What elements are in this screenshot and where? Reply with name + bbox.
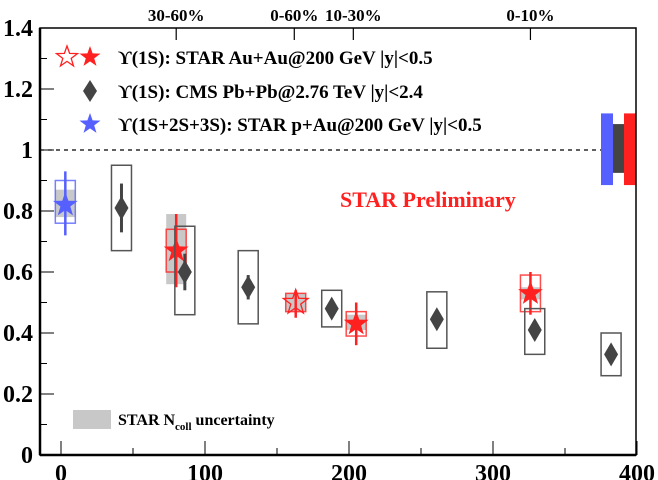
y-tick-label: 0 (21, 443, 33, 469)
legend-label-star-pau: ϒ(1S+2S+3S): STAR p+Au@200 GeV |y|<0.5 (118, 115, 482, 136)
ncoll-legend: STAR Ncoll uncertainty (73, 410, 275, 433)
legend-blue-star-icon (79, 113, 101, 133)
x-tick-label: 0 (55, 461, 67, 480)
global-uncertainty-band (601, 113, 613, 186)
y-tick-label: 0.8 (3, 199, 33, 225)
systematic-uncertainty-box (174, 225, 196, 316)
data-point-diamond (527, 317, 542, 342)
x-tick-label: 400 (619, 461, 655, 480)
data-point-diamond (177, 260, 192, 284)
y-tick-label: 0.6 (3, 260, 33, 286)
y-tick-label: 1.4 (3, 16, 33, 42)
x-tick-label: 200 (331, 461, 367, 480)
centrality-label: 30-60% (148, 6, 205, 25)
legend-open-star-icon (54, 44, 80, 68)
data-point-star (163, 237, 189, 262)
y-tick-label: 0.2 (3, 382, 33, 408)
x-tick-label: 300 (475, 461, 511, 480)
y-tick-label: 1 (21, 138, 33, 164)
legend-label-star-auau: ϒ(1S): STAR Au+Au@200 GeV |y|<0.5 (118, 48, 433, 69)
data-point-diamond (324, 296, 339, 321)
systematic-uncertainty-box (110, 164, 133, 252)
centrality-label: 10-30% (325, 6, 382, 25)
systematic-uncertainty-box (524, 307, 546, 356)
ncoll-legend-swatch (73, 410, 111, 429)
data-point-open-star (281, 287, 310, 315)
legend-label-cms-pbpb: ϒ(1S): CMS Pb+Pb@2.76 TeV |y|<2.4 (118, 82, 423, 103)
legend: ϒ(1S): STAR Au+Au@200 GeV |y|<0.5 ϒ(1S):… (54, 44, 482, 136)
legend-star-icon (79, 46, 101, 66)
data-point-diamond (114, 195, 129, 220)
legend-diamond-icon (83, 80, 97, 102)
global-uncertainty-band (624, 113, 636, 186)
x-tick-label: 100 (187, 461, 223, 480)
centrality-label: 0-10% (506, 6, 554, 25)
systematic-uncertainty-box (320, 289, 343, 328)
data-point-diamond (241, 275, 256, 300)
y-tick-label: 1.2 (3, 77, 33, 103)
systematic-uncertainty-box (600, 332, 622, 377)
y-tick-label: 0.4 (3, 321, 33, 347)
chart-marks (40, 113, 636, 377)
systematic-uncertainty-box (426, 291, 448, 350)
ncoll-legend-label: STAR Ncoll uncertainty (118, 412, 275, 433)
global-uncertainty-band (613, 124, 624, 173)
axes: 0 0.2 0.4 0.6 0.8 1 1.2 1.4 0 100 200 300 400 30-60% 0… (3, 6, 655, 480)
data-point-star (343, 310, 369, 335)
star-preliminary-annotation: STAR Preliminary (340, 187, 516, 212)
data-point-star (518, 280, 543, 304)
centrality-label: 0-60% (270, 6, 318, 25)
data-point-diamond (604, 342, 619, 367)
systematic-uncertainty-box (237, 249, 259, 325)
data-point-star (53, 191, 78, 216)
data-point-diamond (429, 307, 444, 332)
